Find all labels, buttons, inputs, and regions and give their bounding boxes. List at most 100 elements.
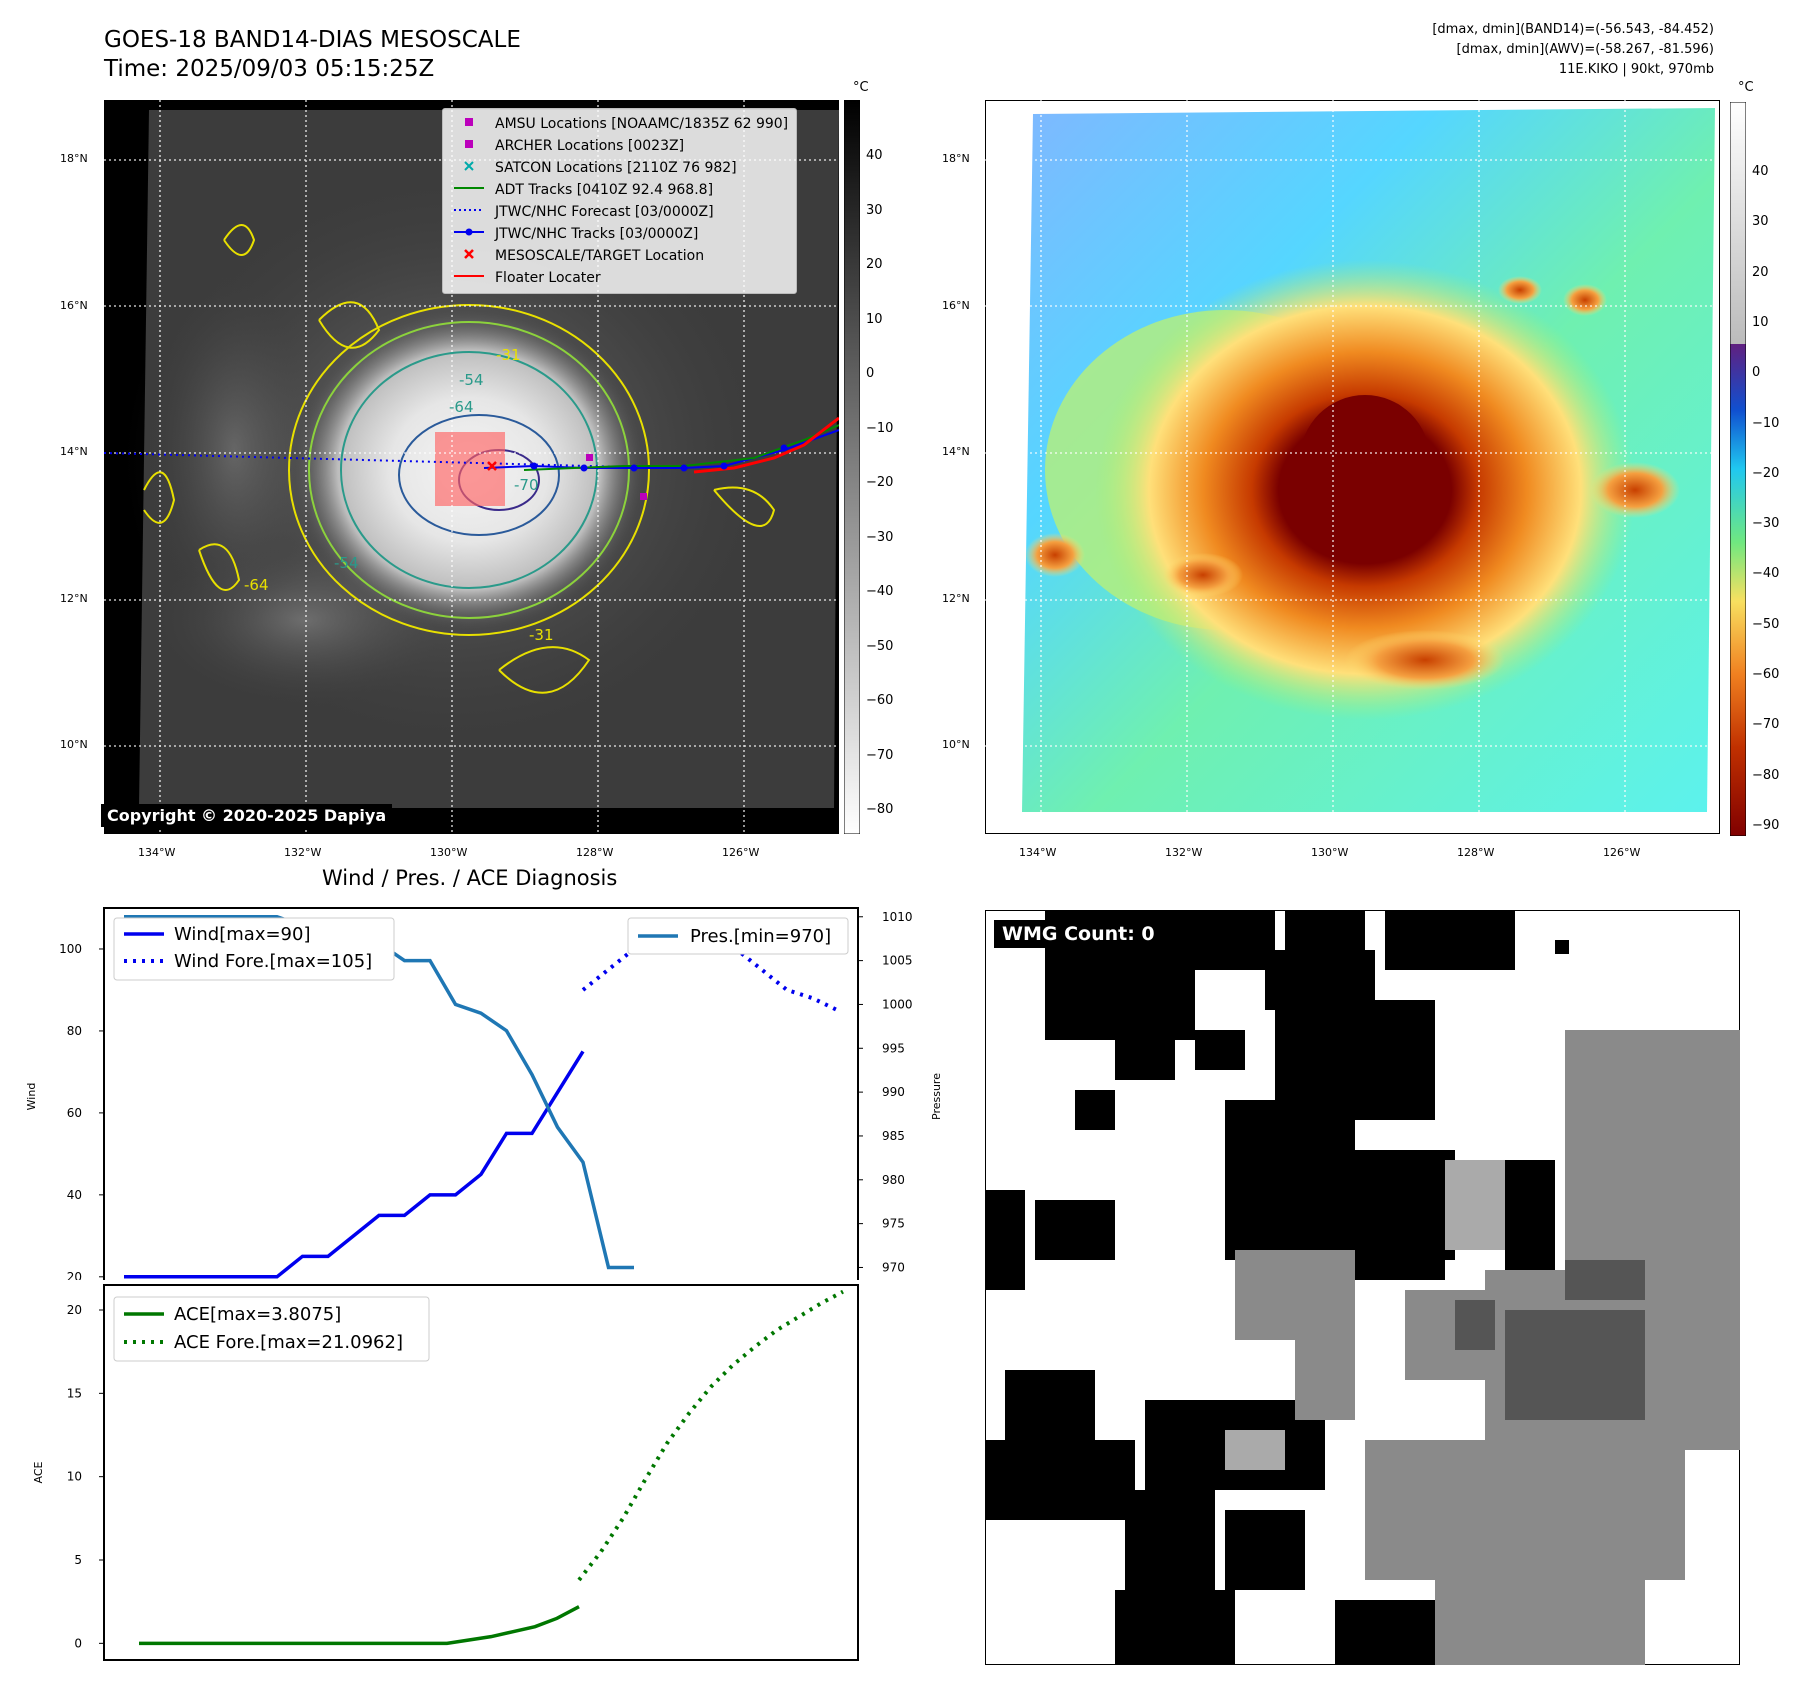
contour-label: -31	[529, 626, 554, 644]
colorbar-tick-label: −40	[1752, 566, 1780, 582]
lon-label: 132°W	[284, 846, 322, 859]
ace-chart: 0 5 10 15 20 ACE ACE[max=3.8075] ACE Fore.[max=…	[32, 1284, 859, 1661]
wind-pressure-chart: 20 40 60 80 100 970 975 980 985 990 995 1000 1005 101…	[25, 907, 943, 1280]
contour-label: -64	[449, 398, 474, 416]
lon-label: 130°W	[1311, 846, 1349, 859]
lon-label: 126°W	[1603, 846, 1641, 859]
colorbar-tick-label: −50	[866, 638, 894, 654]
line-dot-icon	[451, 223, 487, 245]
colorbar-tick-label: 20	[1752, 264, 1769, 280]
contour-label: -54	[334, 554, 359, 572]
lat-label: 14°N	[942, 445, 970, 458]
colorbar-tick-label: −70	[866, 747, 894, 763]
series-line-0	[124, 1050, 585, 1279]
colorbar-unit: °C	[1738, 80, 1754, 95]
dotted-line-icon	[451, 201, 487, 223]
y-right-tick-label: 1005	[882, 954, 913, 968]
y-right-tick-label: 970	[882, 1260, 905, 1274]
y-tick-label: 0	[74, 1636, 82, 1650]
lat-label: 12°N	[942, 592, 970, 605]
legend-item-target: MESOSCALE/TARGET Location	[451, 245, 788, 267]
colorbar-tick-label: −70	[1752, 717, 1780, 733]
x-marker-icon	[451, 157, 487, 179]
wmg-count-label: WMG Count: 0	[994, 920, 1163, 948]
y-right-tick-label: 990	[882, 1085, 905, 1099]
lon-label: 128°W	[1457, 846, 1495, 859]
legend-label: ACE[max=3.8075]	[174, 1304, 341, 1325]
info-storm: 11E.KIKO | 90kt, 970mb	[1558, 62, 1714, 77]
colorbar-tick-label: 10	[1752, 314, 1769, 330]
contour-label: -54	[459, 371, 484, 389]
y-tick-label: 15	[67, 1386, 82, 1400]
lat-label: 10°N	[60, 738, 88, 751]
ace-series-line-0	[139, 1605, 580, 1646]
colorbar-tick-label: −10	[1752, 415, 1780, 431]
colorbar-tick-label: 10	[866, 311, 883, 327]
colorbar-tick-label: −60	[1752, 667, 1780, 683]
lon-label: 134°W	[1019, 846, 1057, 859]
colorbar-tick-label: 30	[1752, 214, 1769, 230]
y-right-tick-label: 985	[882, 1129, 905, 1143]
y-right-tick-label: 1010	[882, 910, 913, 924]
y-tick-label: 40	[67, 1188, 82, 1202]
line-icon	[451, 267, 487, 289]
legend-item-archer: ARCHER Locations [0023Z]	[451, 135, 788, 157]
info-awv: [dmax, dmin](AWV)=(-58.267, -81.596)	[1456, 42, 1714, 57]
y-right-tick-label: 995	[882, 1041, 905, 1055]
y-tick-label: 10	[67, 1470, 82, 1484]
line-icon	[451, 179, 487, 201]
legend-item-adt: ADT Tracks [0410Z 92.4 968.8]	[451, 179, 788, 201]
legend-label: Pres.[min=970]	[690, 926, 831, 947]
info-band14: [dmax, dmin](BAND14)=(-56.543, -84.452)	[1432, 22, 1714, 37]
y-tick-label: 20	[67, 1270, 82, 1280]
colorbar-tick-label: 40	[1752, 164, 1769, 179]
series-line-1	[581, 926, 839, 1013]
colorbar-tick-label: 0	[1752, 365, 1761, 381]
diagnosis-title: Wind / Pres. / ACE Diagnosis	[322, 866, 618, 890]
lat-label: 14°N	[60, 445, 88, 458]
legend-label: Wind Fore.[max=105]	[174, 951, 372, 972]
legend-label: ACE Fore.[max=21.0962]	[174, 1332, 403, 1353]
colorbar-tick-label: 40	[866, 148, 883, 163]
colorbar-tick-label: 0	[866, 366, 875, 381]
y-tick-label: 100	[59, 942, 82, 956]
lon-label: 132°W	[1165, 846, 1203, 859]
colorbar-unit: °C	[853, 80, 869, 95]
colorbar-tick-label: −60	[866, 693, 894, 708]
wmg-panel	[985, 910, 1740, 1665]
ace-series-line-1	[577, 1289, 844, 1582]
legend-item-tracks: JTWC/NHC Tracks [03/0000Z]	[451, 223, 788, 245]
y-axis-label: Wind	[25, 1083, 38, 1111]
lat-label: 16°N	[942, 299, 970, 312]
legend-item-floater: Floater Locater	[451, 267, 788, 289]
colorbar-tick-label: −20	[1752, 465, 1780, 481]
awv-colorbar	[1730, 102, 1746, 836]
y-right-axis-label: Pressure	[930, 1073, 943, 1120]
legend-label: Wind[max=90]	[174, 924, 311, 945]
square-marker-icon	[451, 113, 487, 135]
lat-label: 16°N	[60, 299, 88, 312]
wind-legend: Wind[max=90] Wind Fore.[max=105]	[113, 917, 395, 981]
lat-label: 18°N	[942, 152, 970, 165]
chart-title: GOES-18 BAND14-DIAS MESOSCALE	[104, 27, 521, 53]
contour-label: -31	[496, 346, 521, 364]
colorbar-tick-label: 30	[866, 202, 883, 218]
copyright-label: Copyright © 2020-2025 Dapiya	[101, 804, 393, 827]
legend-item-forecast: JTWC/NHC Forecast [03/0000Z]	[451, 201, 788, 223]
y-tick-label: 20	[67, 1303, 82, 1317]
colorbar-tick-label: −80	[1752, 767, 1780, 783]
chart-timestamp: Time: 2025/09/03 05:15:25Z	[104, 56, 435, 82]
plot-frame	[103, 1284, 859, 1661]
colorbar-tick-label: −20	[866, 475, 894, 490]
ir-colorbar	[844, 100, 860, 834]
square-marker-icon	[451, 135, 487, 157]
ace-legend: ACE[max=3.8075] ACE Fore.[max=21.0962]	[113, 1296, 430, 1362]
colorbar-tick-label: −30	[866, 529, 894, 545]
colorbar-tick-label: −50	[1752, 616, 1780, 632]
lon-label: 134°W	[138, 846, 176, 859]
lat-label: 10°N	[942, 738, 970, 751]
colorbar-tick-label: −30	[1752, 516, 1780, 532]
lat-label: 18°N	[60, 152, 88, 165]
colorbar-tick-label: −40	[866, 584, 894, 599]
y-right-tick-label: 975	[882, 1217, 905, 1231]
